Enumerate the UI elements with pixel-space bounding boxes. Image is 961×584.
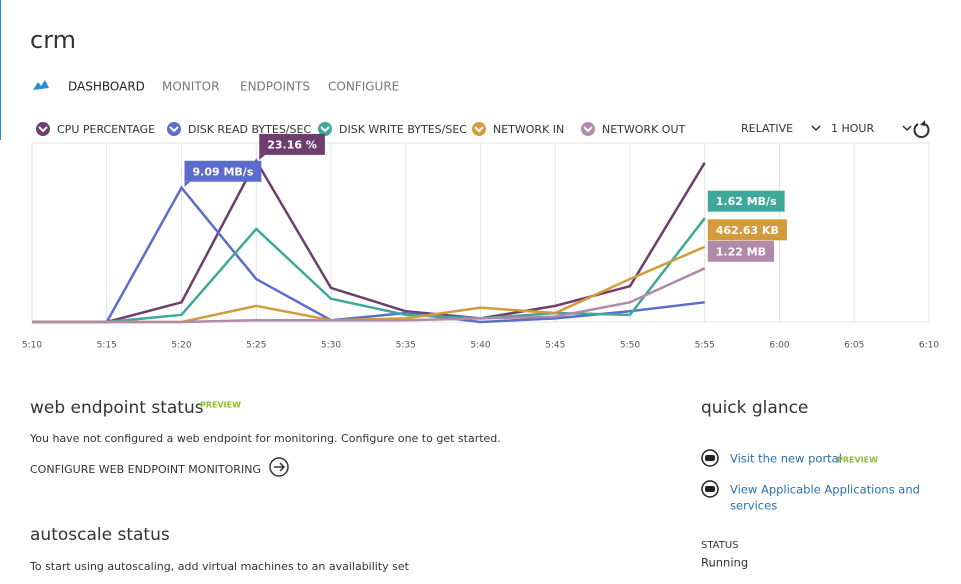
- status: Running: [701, 556, 748, 570]
- legend-label: NETWORK OUT: [602, 123, 685, 136]
- section-title: web endpoint status: [30, 398, 204, 418]
- tab[interactable]: ENDPOINTS: [240, 80, 310, 94]
- refresh-icon[interactable]: [913, 123, 930, 138]
- section-title: quick glance: [701, 398, 808, 418]
- action-arrow: [274, 462, 286, 472]
- callout-box: [184, 160, 262, 182]
- status-label: STATUS: [701, 540, 739, 551]
- dropdown[interactable]: RELATIVE: [741, 122, 793, 135]
- x-tick-label: 6:10: [919, 341, 939, 351]
- series-line: [32, 267, 706, 324]
- callout: 462.63 KB: [716, 224, 779, 237]
- legend-check-mark: [169, 126, 179, 133]
- callout-box: [259, 133, 325, 155]
- action-icon[interactable]: [269, 457, 289, 477]
- link[interactable]: services: [730, 499, 777, 513]
- link-icon-fill: [705, 455, 715, 461]
- dropdown[interactable]: 1 HOUR: [831, 122, 874, 135]
- section-title: autoscale status: [30, 525, 170, 545]
- legend-check[interactable]: [318, 122, 332, 136]
- legend-check-mark: [583, 126, 593, 133]
- action-link[interactable]: CONFIGURE WEB ENDPOINT MONITORING: [30, 463, 261, 476]
- legend-check-mark: [38, 126, 48, 133]
- legend-label: DISK READ BYTES/SEC: [188, 123, 311, 136]
- legend-label: NETWORK IN: [493, 123, 564, 136]
- legend-check[interactable]: [472, 122, 486, 136]
- legend-label: DISK WRITE BYTES/SEC: [339, 123, 467, 136]
- series-line: [32, 158, 706, 324]
- x-tick-label: 5:35: [396, 341, 416, 351]
- tab[interactable]: DASHBOARD: [68, 80, 145, 94]
- dropdown-chevron: [902, 125, 912, 132]
- legend-label: CPU PERCENTAGE: [57, 123, 155, 136]
- x-tick-label: 5:10: [22, 341, 42, 351]
- dashboard-icon: [33, 80, 49, 90]
- series-line: [32, 217, 706, 324]
- x-tick-label: 5:50: [620, 341, 640, 351]
- x-tick-label: 5:55: [695, 341, 715, 351]
- link[interactable]: Visit the new portal: [730, 452, 842, 466]
- series-line: [32, 185, 705, 324]
- badge: PREVIEW: [200, 401, 241, 410]
- callout: 23.16 %: [267, 138, 317, 151]
- x-tick-label: 5:20: [171, 341, 191, 351]
- legend-check[interactable]: [167, 122, 181, 136]
- x-tick-label: 5:15: [97, 341, 117, 351]
- link-icon: [701, 449, 719, 467]
- callout: 9.09 MB/s: [193, 165, 254, 178]
- dropdown-chevron: [811, 125, 821, 132]
- legend-check-mark: [320, 126, 330, 133]
- refresh-arrow: [920, 120, 925, 126]
- legend: CPU PERCENTAGE DISK READ BYTES/SEC DISK WR…: [36, 122, 912, 136]
- badge: PREVIEW: [837, 456, 878, 465]
- message: To start using autoscaling, add virtual …: [29, 560, 410, 573]
- link-icon: [701, 480, 719, 498]
- callout: 1.62 MB/s: [716, 195, 777, 208]
- callout-pointer: [184, 181, 191, 187]
- x-tick-label: 5:25: [246, 341, 266, 351]
- callout-box: [707, 219, 787, 241]
- link-icon-fill: [705, 486, 715, 492]
- tab[interactable]: MONITOR: [162, 80, 219, 94]
- page-title: crm: [30, 26, 76, 54]
- link[interactable]: View Applicable Applications and: [730, 483, 920, 497]
- tabs: DASHBOARD MONITOR ENDPOINTS CONFIGURE: [68, 80, 399, 94]
- x-tick-label: 5:30: [321, 341, 341, 351]
- plot: 5:10 5:15 5:20 5:25 5:30 5:35 5:40 5:45 5:50 5:55…: [22, 133, 939, 351]
- message: You have not configured a web endpoint f…: [29, 432, 501, 445]
- callout-pointer: [259, 154, 266, 160]
- tab[interactable]: CONFIGURE: [328, 80, 399, 94]
- x-tick-label: 6:05: [844, 341, 864, 351]
- series-line: [32, 245, 706, 324]
- legend-check[interactable]: [36, 122, 50, 136]
- x-tick-label: 5:45: [545, 341, 565, 351]
- x-tick-label: 6:00: [769, 341, 789, 351]
- x-tick-label: 5:40: [470, 341, 490, 351]
- legend-check-mark: [474, 126, 484, 133]
- callout-box: [707, 190, 785, 212]
- legend-check[interactable]: [581, 122, 595, 136]
- callout: 1.22 MB: [716, 245, 766, 258]
- callout-box: [707, 240, 775, 262]
